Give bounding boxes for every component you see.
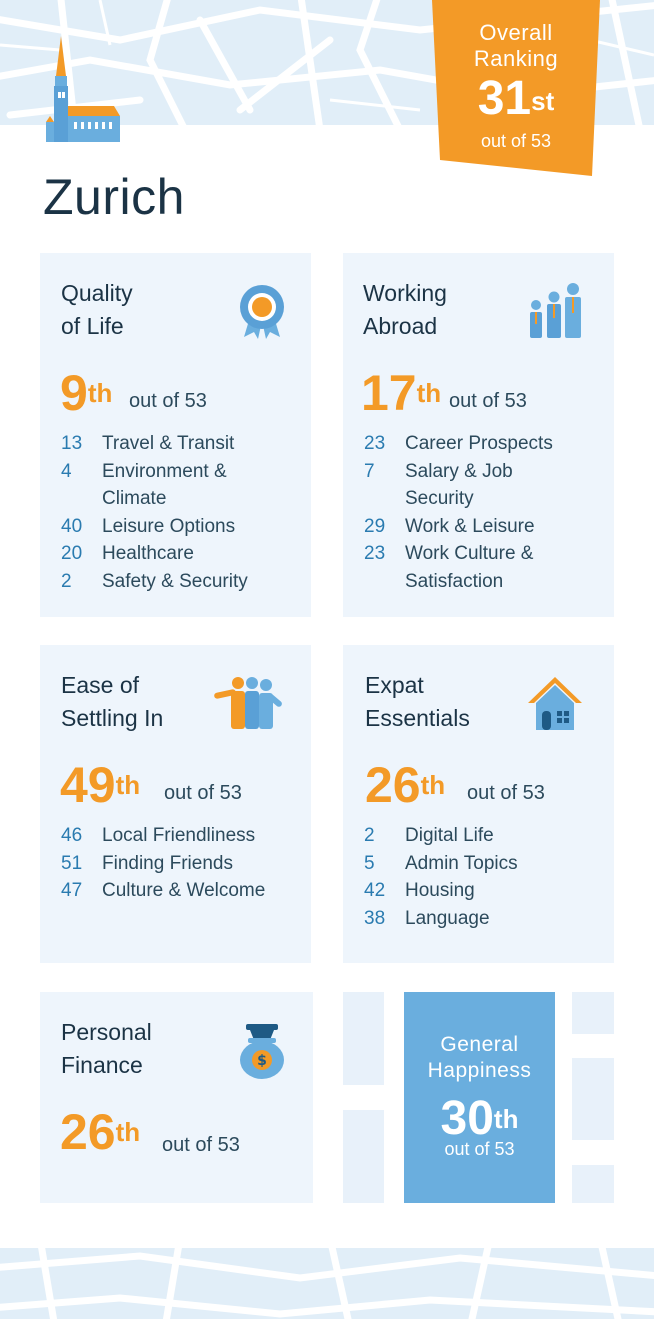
map-background-bottom [0,1248,654,1319]
decorative-block [572,1058,614,1140]
general-happiness-out-of: out of 53 [444,1139,515,1159]
list-item: 20 Healthcare [61,543,194,564]
overall-ranking-out-of: out of 53 [480,131,552,151]
decorative-block [343,1110,384,1203]
list-item: 4 Environment & Climate [61,460,227,510]
list-item: 2 Digital Life [364,825,494,846]
card-title: Expat Essentials [365,672,470,731]
list-item: 42 Housing [364,880,475,901]
card-rank-out-of: out of 53 [449,390,527,412]
church-landmark-icon [44,36,124,151]
street-map-decoration [0,1248,654,1319]
sub-ranking-list: 2 Digital Life 5 Admin Topics 42 Housing 38… [364,822,604,932]
overall-ranking-ribbon: Overall Ranking 31st out of 53 [432,0,600,176]
money-bag-icon: $ [238,1024,286,1085]
card-rank-out-of: out of 53 [129,390,207,412]
general-happiness-card: General Happiness 30th out of 53 [404,992,555,1203]
expat-essentials-card: Expat Essentials 26th out of 53 2 Digital… [343,645,614,963]
svg-text:$: $ [257,1053,267,1069]
decorative-block [572,1165,614,1203]
list-item: 47 Culture & Welcome [61,880,266,901]
card-rank: 9th [60,365,113,421]
card-title: Working Abroad [363,280,447,339]
decorative-block [572,992,614,1034]
card-rank-out-of: out of 53 [164,782,242,804]
overall-ranking-title: Overall Ranking [473,20,559,71]
overall-ranking-value: 31st [477,72,555,125]
list-item: 51 Finding Friends [61,852,233,874]
card-title: Quality of Life [61,280,133,339]
list-item: 13 Travel & Transit [61,433,235,454]
sub-ranking-list: 13 Travel & Transit 4 Environment & Climat… [61,430,301,595]
card-rank: 26th [365,757,446,813]
list-item: 46 Local Friendliness [61,825,256,846]
group-people-icon [212,675,286,736]
business-people-icon [528,283,584,344]
street-map-decoration [0,0,654,125]
sub-ranking-list: 46 Local Friendliness 51 Finding Friends 4… [61,822,306,905]
house-icon [526,675,584,736]
list-item: 2 Safety & Security [61,570,248,592]
card-rank-out-of: out of 53 [467,782,545,804]
working-abroad-card: Working Abroad 17th out of 53 23 Career P… [343,253,614,617]
list-item: 23 Work Culture & Satisfaction [364,543,534,592]
decorative-block [343,992,384,1085]
list-item: 5 Admin Topics [364,852,518,874]
list-item: 23 Career Prospects [364,433,553,454]
page-title: Zurich [43,169,185,225]
card-title: Personal Finance [61,1019,152,1078]
card-rank: 49th [60,757,141,813]
list-item: 29 Work & Leisure [364,515,535,537]
card-title: Ease of Settling In [61,672,164,731]
quality-of-life-card: Quality of Life 9th out of 53 13 Travel &… [40,253,311,617]
card-rank-out-of: out of 53 [162,1134,240,1156]
card-rank: 26th [60,1104,141,1160]
sub-ranking-list: 23 Career Prospects 7 Salary & Job Securit… [364,430,604,595]
award-badge-icon [238,283,286,344]
list-item: 38 Language [364,907,490,929]
list-item: 40 Leisure Options [61,515,236,537]
general-happiness-title: General Happiness [427,1033,532,1082]
card-rank: 17th [361,365,442,421]
list-item: 7 Salary & Job Security [364,460,513,510]
general-happiness-rank: 30th [440,1092,519,1145]
ease-of-settling-in-card: Ease of Settling In 49th out of 53 46 Loc… [40,645,311,963]
personal-finance-card: Personal Finance $ 26th out of 53 [40,992,313,1203]
